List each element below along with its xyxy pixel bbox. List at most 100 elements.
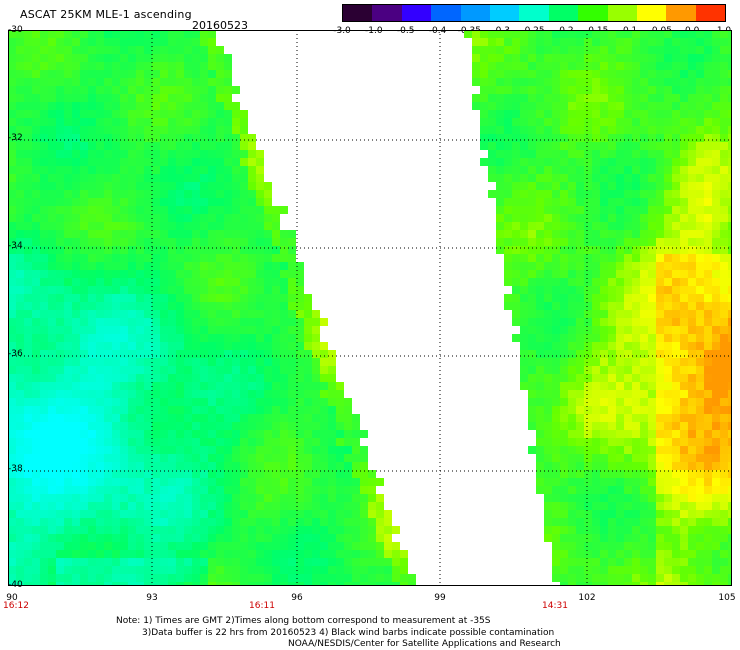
- right-swath-cell: [640, 286, 648, 294]
- left-swath-cell: [184, 382, 192, 390]
- right-swath-cell: [488, 38, 496, 46]
- left-swath-cell: [296, 518, 304, 526]
- right-swath-cell: [616, 62, 624, 70]
- right-swath-cell: [656, 158, 664, 166]
- right-swath-cell: [584, 334, 592, 342]
- left-swath-cell: [312, 502, 320, 510]
- right-swath-cell: [568, 78, 576, 86]
- right-swath-cell: [640, 78, 648, 86]
- left-swath-cell: [136, 230, 144, 238]
- left-swath-cell: [72, 270, 80, 278]
- left-swath-cell: [136, 510, 144, 518]
- right-swath-cell: [728, 222, 732, 230]
- left-swath-cell: [136, 70, 144, 78]
- left-swath-cell: [120, 566, 128, 574]
- left-swath-cell: [16, 486, 24, 494]
- right-swath-cell: [584, 414, 592, 422]
- left-swath-cell: [312, 478, 320, 486]
- right-swath-cell: [640, 358, 648, 366]
- left-swath-cell: [112, 318, 120, 326]
- left-swath-cell: [312, 430, 320, 438]
- left-swath-cell: [40, 358, 48, 366]
- left-swath-cell: [16, 534, 24, 542]
- left-swath-cell: [152, 534, 160, 542]
- left-swath-cell: [168, 478, 176, 486]
- left-swath-cell: [312, 486, 320, 494]
- left-swath-cell: [264, 462, 272, 470]
- left-swath-cell: [8, 398, 16, 406]
- left-swath-cell: [152, 566, 160, 574]
- left-swath-cell: [128, 470, 136, 478]
- right-swath-cell: [576, 174, 584, 182]
- left-swath-cell: [24, 38, 32, 46]
- right-swath-cell: [616, 502, 624, 510]
- right-swath-cell: [552, 238, 560, 246]
- right-swath-cell: [560, 318, 568, 326]
- right-swath-cell: [584, 142, 592, 150]
- right-swath-cell: [664, 526, 672, 534]
- left-swath-cell: [264, 366, 272, 374]
- left-swath-cell: [184, 30, 192, 38]
- left-swath-cell: [8, 534, 16, 542]
- right-swath-cell: [712, 38, 720, 46]
- left-swath-cell: [184, 342, 192, 350]
- left-swath-cell: [184, 566, 192, 574]
- left-swath-cell: [248, 214, 256, 222]
- left-swath-cell: [112, 302, 120, 310]
- right-swath-cell: [576, 494, 584, 502]
- right-swath-cell: [704, 110, 712, 118]
- right-swath-cell: [536, 222, 544, 230]
- right-swath-cell: [648, 38, 656, 46]
- right-swath-cell: [584, 246, 592, 254]
- right-swath-cell: [728, 38, 732, 46]
- right-swath-cell: [608, 334, 616, 342]
- left-swath-cell: [384, 558, 392, 566]
- right-swath-cell: [704, 318, 712, 326]
- time-label-1611: 16:11: [249, 601, 275, 611]
- left-swath-cell: [40, 182, 48, 190]
- right-swath-cell: [688, 46, 696, 54]
- left-swath-cell: [136, 382, 144, 390]
- right-swath-cell: [528, 398, 536, 406]
- right-swath-cell: [592, 318, 600, 326]
- left-swath-cell: [184, 206, 192, 214]
- left-swath-cell: [64, 526, 72, 534]
- left-swath-cell: [24, 398, 32, 406]
- right-swath-cell: [600, 582, 608, 586]
- right-swath-cell: [608, 582, 616, 586]
- left-swath-cell: [192, 70, 200, 78]
- right-swath-cell: [704, 294, 712, 302]
- left-swath-cell: [32, 262, 40, 270]
- left-swath-cell: [80, 278, 88, 286]
- left-swath-cell: [104, 414, 112, 422]
- right-swath-cell: [720, 222, 728, 230]
- right-swath-cell: [624, 486, 632, 494]
- right-swath-cell: [720, 406, 728, 414]
- right-swath-cell: [632, 70, 640, 78]
- right-swath-cell: [672, 310, 680, 318]
- left-swath-cell: [144, 302, 152, 310]
- right-swath-cell: [688, 246, 696, 254]
- left-swath-cell: [144, 462, 152, 470]
- left-swath-cell: [96, 214, 104, 222]
- left-swath-cell: [120, 270, 128, 278]
- right-swath-cell: [480, 70, 488, 78]
- right-swath-cell: [648, 62, 656, 70]
- right-swath-cell: [728, 446, 732, 454]
- right-swath-cell: [712, 318, 720, 326]
- left-swath-cell: [176, 374, 184, 382]
- right-swath-cell: [576, 406, 584, 414]
- left-swath-cell: [328, 470, 336, 478]
- left-swath-cell: [200, 446, 208, 454]
- left-swath-cell: [112, 470, 120, 478]
- right-swath-cell: [640, 470, 648, 478]
- right-swath-cell: [720, 54, 728, 62]
- right-swath-cell: [624, 582, 632, 586]
- left-swath-cell: [112, 558, 120, 566]
- left-swath-cell: [32, 414, 40, 422]
- left-swath-cell: [80, 134, 88, 142]
- right-swath-cell: [720, 310, 728, 318]
- left-swath-cell: [232, 254, 240, 262]
- left-swath-cell: [224, 158, 232, 166]
- left-swath-cell: [216, 326, 224, 334]
